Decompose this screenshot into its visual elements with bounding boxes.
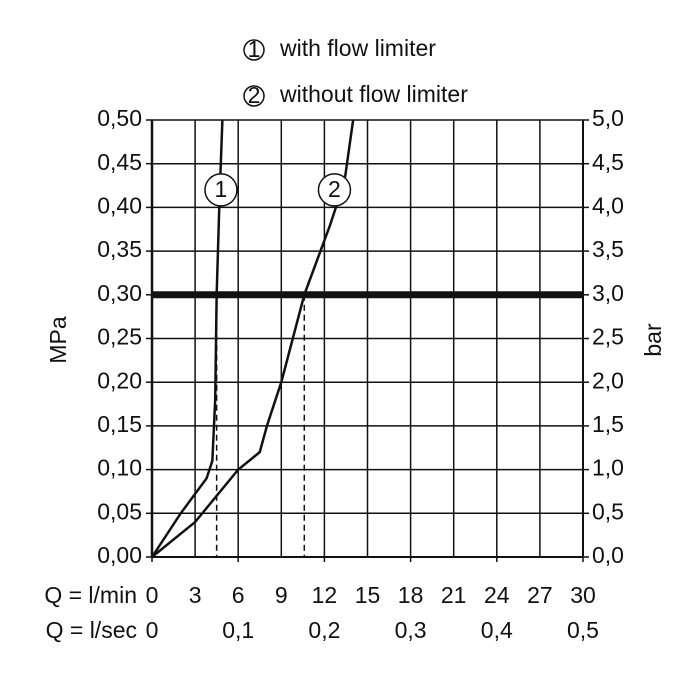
x-tick-label: 18 [398,582,424,608]
x-tick-label: 9 [275,582,288,608]
y-axis-label: MPa [45,316,71,364]
x2-tick-label: 0,5 [567,617,599,643]
curve-badge-label: 2 [248,82,261,108]
curve [150,119,224,558]
y2-tick-label: 3,5 [592,236,624,262]
y2-tick-label: 0,0 [592,542,624,568]
curve-badge [243,85,265,107]
y2-tick-label: 1,0 [592,455,624,481]
y-tick-label: 0,15 [97,411,142,437]
y-tick-label: 0,45 [97,149,142,175]
x-tick-label: 15 [355,582,381,608]
curve-badge-label: 1 [215,176,228,202]
x-axis-label: Q = l/min [44,582,137,608]
y2-axis-label: bar [640,323,666,357]
x2-axis-label: Q = l/sec [46,617,137,643]
y-tick-label: 0,25 [97,324,142,350]
y-tick-label: 0,50 [97,105,142,131]
y2-tick-label: 5,0 [592,105,624,131]
y2-tick-label: 4,5 [592,149,624,175]
y2-tick-label: 2,5 [592,324,624,350]
y-tick-label: 0,30 [97,280,142,306]
x-tick-label: 27 [527,582,553,608]
y2-tick-label: 4,0 [592,192,624,218]
y-tick-label: 0,40 [97,192,142,218]
curve-badge-label: 2 [328,176,341,202]
y2-tick-label: 2,0 [592,367,624,393]
y2-tick-label: 3,0 [592,280,624,306]
legend-label: with flow limiter [279,35,436,61]
x2-tick-label: 0,2 [308,617,340,643]
x2-tick-label: 0 [146,617,159,643]
y-tick-label: 0,35 [97,236,142,262]
y-tick-label: 0,00 [97,542,142,568]
x2-tick-label: 0,4 [481,617,513,643]
curve-badge [317,173,352,207]
x-tick-label: 30 [570,582,596,608]
x-tick-label: 6 [232,582,245,608]
y-tick-label: 0,05 [97,498,142,524]
legend-label: without flow limiter [279,81,468,107]
y-tick-label: 0,20 [97,367,142,393]
curve-badge-label: 1 [248,36,261,62]
y2-tick-label: 1,5 [592,411,624,437]
x2-tick-label: 0,1 [222,617,254,643]
y-tick-label: 0,10 [97,455,142,481]
x-tick-label: 12 [312,582,338,608]
x-tick-label: 24 [484,582,510,608]
x-tick-label: 0 [146,582,159,608]
curve-badge [243,39,265,61]
x-tick-label: 3 [189,582,202,608]
curve-badge [204,173,238,207]
x2-tick-label: 0,3 [395,617,427,643]
y2-tick-label: 0,5 [592,498,624,524]
x-tick-label: 21 [441,582,467,608]
